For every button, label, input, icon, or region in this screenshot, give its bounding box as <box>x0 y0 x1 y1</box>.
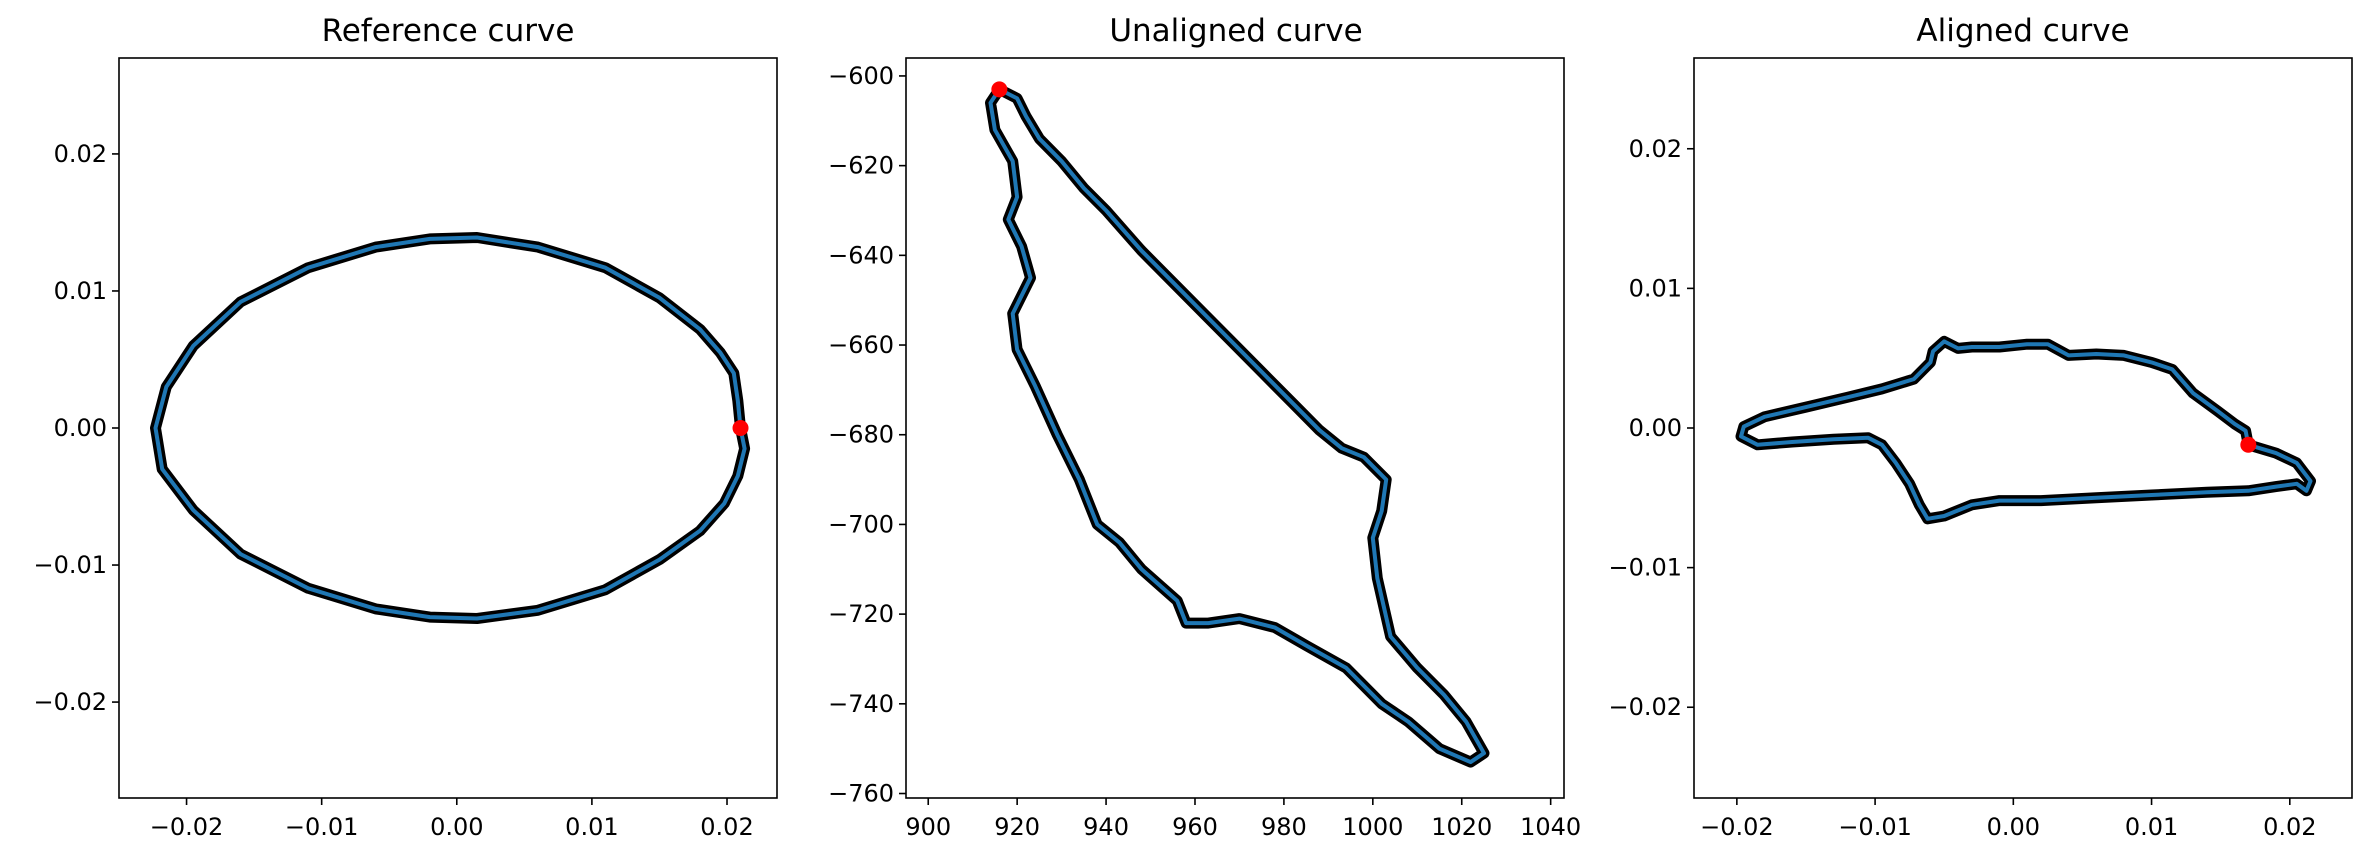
panel-reference-curve: Reference curve −0.02 −0.01 0.00 0.01 0.02 −… <box>33 13 778 841</box>
y-tick-label: −0.02 <box>33 688 107 716</box>
y-axis: −0.02 −0.01 0.00 0.01 0.02 <box>1608 135 1694 721</box>
y-tick-label: −600 <box>828 62 894 90</box>
x-tick-label: −0.01 <box>1838 813 1912 841</box>
y-axis: −0.02 −0.01 0.00 0.01 0.02 <box>33 140 119 716</box>
series-line <box>153 235 747 621</box>
x-tick-label: 980 <box>1261 813 1307 841</box>
x-tick-label: 0.00 <box>430 813 483 841</box>
start-point-marker <box>2240 436 2257 453</box>
y-tick-label: −0.02 <box>1608 693 1682 721</box>
x-tick-label: −0.01 <box>285 813 359 841</box>
x-axis: −0.02 −0.01 0.00 0.01 0.02 <box>1700 798 2317 841</box>
y-tick-label: −640 <box>828 241 894 269</box>
series-line <box>1739 339 2313 521</box>
chart-title: Unaligned curve <box>1109 13 1362 49</box>
x-tick-label: 960 <box>1172 813 1218 841</box>
panel-unaligned-curve: Unaligned curve 900 920 940 960 980 1000 1020 1… <box>828 13 1581 841</box>
x-tick-label: 0.01 <box>2125 813 2178 841</box>
y-tick-label: −720 <box>828 600 894 628</box>
x-tick-label: 0.02 <box>2263 813 2316 841</box>
x-tick-label: 0.00 <box>1987 813 2040 841</box>
y-tick-label: −700 <box>828 510 894 538</box>
plot-frame <box>1693 57 2353 799</box>
x-axis: −0.02 −0.01 0.00 0.01 0.02 <box>150 798 754 841</box>
curve-layer <box>985 81 1490 768</box>
y-tick-label: −740 <box>828 690 894 718</box>
start-point-marker <box>991 81 1008 98</box>
chart-title: Reference curve <box>322 13 575 49</box>
plot-frame <box>905 57 1565 799</box>
x-tick-label: 1040 <box>1520 813 1581 841</box>
y-tick-label: 0.01 <box>54 277 107 305</box>
y-tick-label: 0.02 <box>1629 135 1682 163</box>
curve-layer <box>150 232 751 624</box>
start-point-marker <box>732 420 749 436</box>
x-tick-label: 920 <box>994 813 1040 841</box>
y-tick-label: −0.01 <box>33 551 107 579</box>
panel-aligned-curve: Aligned curve −0.02 −0.01 0.00 0.01 0.02 −0.… <box>1608 13 2353 841</box>
x-axis: 900 920 940 960 980 1000 1020 1040 <box>905 798 1581 841</box>
x-tick-label: 1020 <box>1431 813 1492 841</box>
y-tick-label: −660 <box>828 331 894 359</box>
y-tick-label: 0.02 <box>54 140 107 168</box>
y-tick-label: −620 <box>828 152 894 180</box>
y-tick-label: −760 <box>828 780 894 808</box>
x-tick-label: 900 <box>905 813 951 841</box>
chart-title: Aligned curve <box>1916 13 2129 49</box>
x-tick-label: 0.01 <box>565 813 618 841</box>
y-tick-label: −0.01 <box>1608 554 1682 582</box>
series-line <box>988 87 1486 765</box>
y-tick-label: −680 <box>828 421 894 449</box>
y-tick-label: 0.01 <box>1629 274 1682 302</box>
x-tick-label: 0.02 <box>700 813 753 841</box>
y-axis: −600 −620 −640 −660 −680 −700 −720 −740 −760 <box>828 62 906 808</box>
x-tick-label: 940 <box>1083 813 1129 841</box>
x-tick-label: −0.02 <box>150 813 224 841</box>
curve-layer <box>1735 335 2316 525</box>
plot-frame <box>118 57 778 799</box>
y-tick-label: 0.00 <box>54 414 107 442</box>
x-tick-label: −0.02 <box>1700 813 1774 841</box>
x-tick-label: 1000 <box>1342 813 1403 841</box>
y-tick-label: 0.00 <box>1629 414 1682 442</box>
